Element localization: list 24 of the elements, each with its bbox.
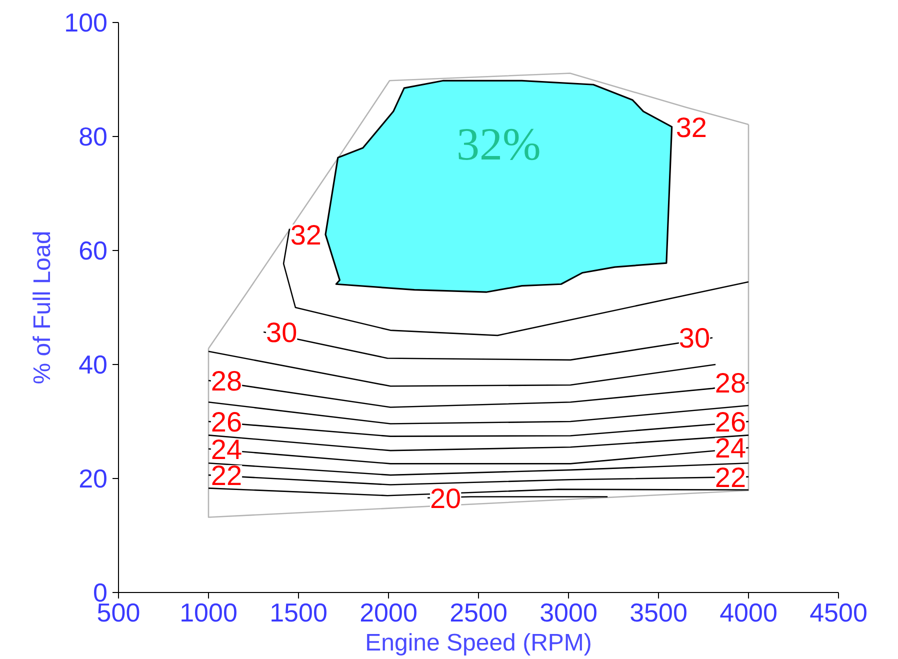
text: 32 <box>290 220 322 251</box>
y-tick-label: 20 <box>78 464 108 494</box>
x-tick-label: 4500 <box>810 598 868 628</box>
x-tick-label: 1000 <box>180 598 238 628</box>
annotation: 32% <box>456 118 541 170</box>
series-label: 22 <box>714 462 746 493</box>
text: 30 <box>678 322 710 354</box>
y-tick-label: 80 <box>78 122 108 152</box>
x-tick-label: 2500 <box>450 598 508 628</box>
series-label: 20 <box>430 482 462 514</box>
series-label: 32 <box>676 112 707 143</box>
text: 28 <box>210 365 242 396</box>
x-axis-title: Engine Speed (RPM) <box>365 630 592 656</box>
x-tick-label: 4000 <box>720 598 778 628</box>
y-axis-title: % of Full Load <box>29 230 56 384</box>
y-tick-label: 40 <box>78 350 108 380</box>
series-label: 30 <box>266 317 298 348</box>
series-label: 28 <box>714 368 746 399</box>
x-tick-label: 3000 <box>540 598 598 628</box>
x-tick-label: 1500 <box>270 598 328 628</box>
y-tick-label: 60 <box>78 236 108 266</box>
y-tick-label: 100 <box>64 8 108 38</box>
x-tick-label: 2000 <box>360 598 418 628</box>
x-tick-label: 3500 <box>630 598 688 628</box>
